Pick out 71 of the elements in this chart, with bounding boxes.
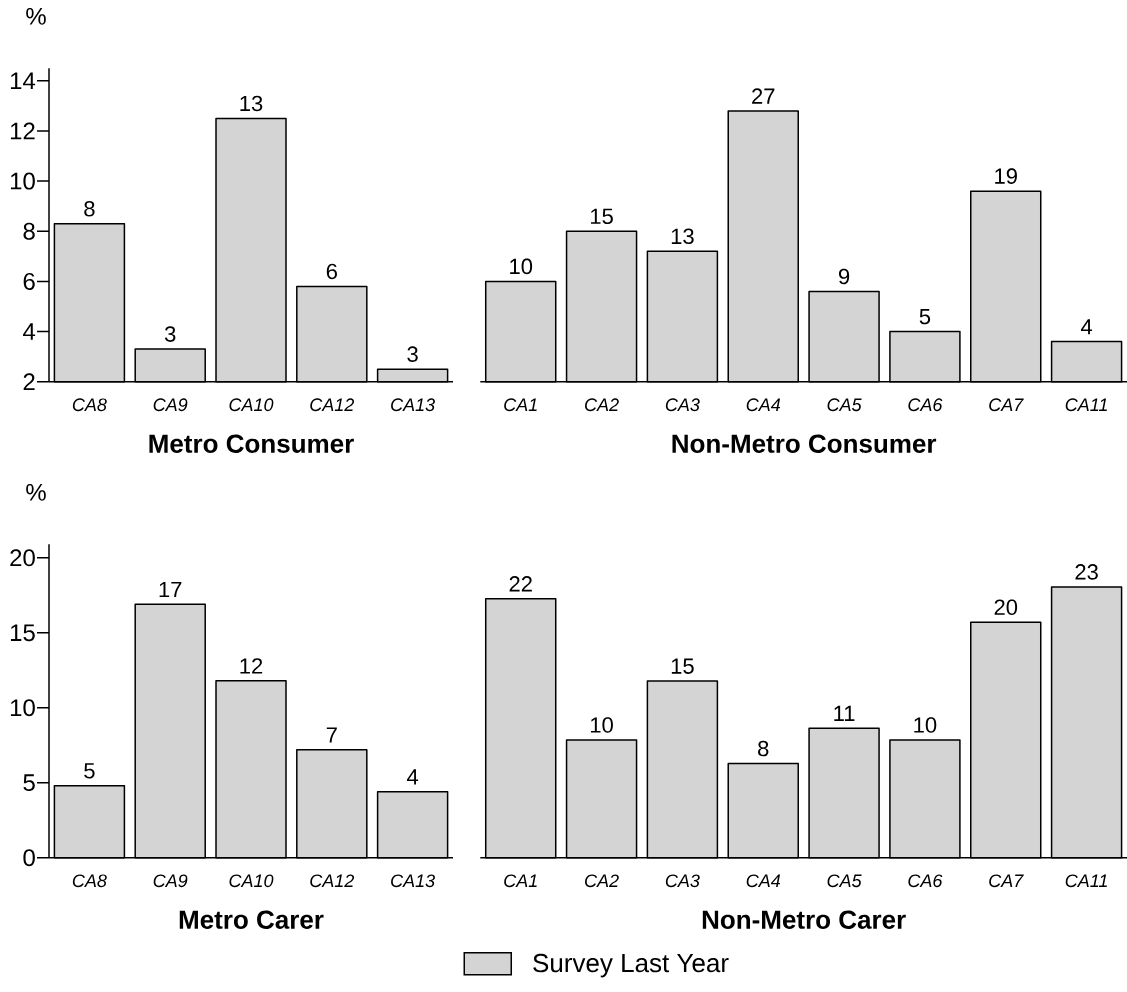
y-tick-label: 5 — [23, 774, 35, 792]
text: Non-Metro Carer — [702, 910, 906, 929]
data-label: 23 — [1075, 564, 1098, 580]
data-label: 6 — [326, 263, 337, 280]
y-tick-label: 10 — [10, 699, 35, 717]
y-tick-label: 8 — [23, 222, 35, 240]
x-tick-label: CA3 — [665, 874, 700, 888]
x-tick-label: CA13 — [391, 398, 435, 412]
data-label: 13 — [671, 228, 694, 245]
x-tick-label: CA2 — [585, 874, 619, 888]
y-tick-label: 15 — [10, 624, 35, 642]
y-tick-label: 2 — [23, 373, 35, 391]
x-tick-label: CA12 — [310, 398, 355, 412]
x-tick-label: CA5 — [827, 398, 862, 412]
y-tick-label: 20 — [10, 549, 35, 567]
data-label: 9 — [838, 268, 850, 285]
data-label: 13 — [240, 95, 263, 112]
x-tick-label: CA10 — [229, 874, 274, 888]
data-label: 3 — [164, 326, 176, 342]
y-tick-label: 4 — [23, 323, 36, 340]
data-label: 8 — [758, 740, 769, 757]
x-tick-label: CA1 — [504, 398, 537, 412]
text: Metro Carer — [179, 910, 324, 929]
x-tick-label: CA9 — [153, 398, 188, 412]
x-tick-label: CA6 — [908, 398, 943, 412]
y-tick-label: 10 — [10, 172, 35, 190]
x-tick-label: CA12 — [310, 874, 355, 888]
data-label: 8 — [84, 200, 95, 217]
data-label: 4 — [1080, 319, 1093, 335]
data-label: 5 — [84, 763, 95, 779]
x-tick-label: CA11 — [1065, 398, 1107, 412]
data-label: 4 — [406, 769, 419, 785]
x-tick-label: CA8 — [72, 874, 107, 888]
y-tick-label: 0 — [23, 849, 35, 867]
data-label: 27 — [752, 88, 775, 104]
legend-label: Survey Last Year — [533, 953, 729, 978]
x-tick-label: CA1 — [504, 874, 537, 888]
data-label: 11 — [834, 705, 855, 721]
y-tick-label: 6 — [23, 272, 35, 290]
data-label: 10 — [510, 258, 533, 275]
x-tick-label: CA4 — [746, 874, 781, 888]
data-label: 3 — [407, 346, 418, 362]
data-label: 20 — [994, 599, 1018, 616]
x-tick-label: CA10 — [229, 398, 274, 412]
x-tick-label: CA9 — [153, 874, 188, 888]
y-tick-label: 12 — [10, 122, 35, 140]
x-tick-label: CA13 — [391, 874, 435, 888]
data-label: 10 — [591, 717, 613, 733]
y-tick-label: 14 — [10, 72, 36, 90]
y-axis-title: % — [26, 483, 46, 501]
x-tick-label: CA6 — [908, 874, 943, 888]
x-tick-label: CA11 — [1065, 874, 1107, 888]
data-label: 15 — [591, 208, 613, 225]
x-tick-label: CA2 — [585, 398, 619, 412]
data-label: 17 — [159, 581, 182, 598]
data-label: 12 — [240, 658, 263, 674]
data-label: 10 — [914, 717, 937, 733]
data-label: 5 — [919, 308, 931, 325]
y-axis-title: % — [26, 7, 46, 25]
x-tick-label: CA5 — [827, 874, 862, 888]
text: Metro Consumer — [149, 434, 354, 453]
text: Non-Metro Consumer — [672, 434, 937, 453]
x-tick-label: CA7 — [989, 398, 1024, 412]
x-tick-label: CA7 — [989, 874, 1024, 888]
data-label: 7 — [326, 727, 337, 743]
x-tick-label: CA3 — [665, 398, 700, 412]
data-label: 19 — [995, 168, 1017, 184]
x-tick-label: CA8 — [72, 398, 107, 412]
x-tick-label: CA4 — [746, 398, 781, 412]
data-label: 22 — [509, 576, 532, 592]
data-label: 15 — [671, 658, 694, 674]
